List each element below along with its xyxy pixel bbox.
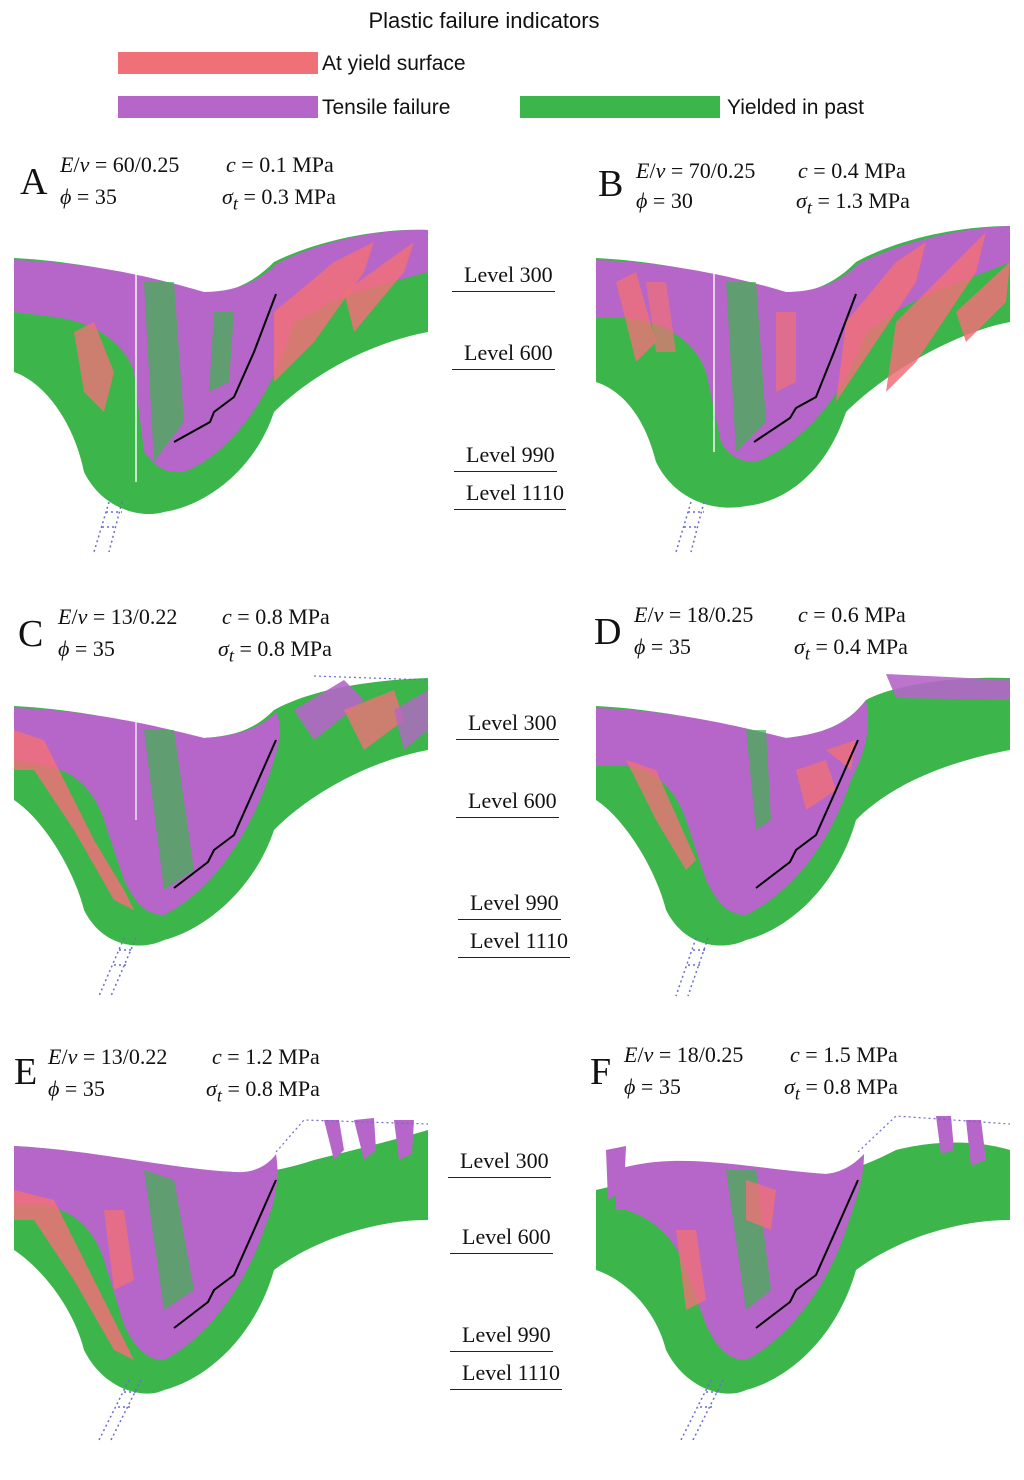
panel-a-friction: ϕ = 35: [60, 184, 117, 209]
panel-e-cohesion: c = 1.2 MPa: [212, 1044, 320, 1069]
panel-b-c: 0.4 MPa: [831, 158, 906, 183]
panel-b-tensile: σt = 1.3 MPa: [796, 188, 910, 218]
panel-d-sigma: 0.4 MPa: [833, 634, 908, 659]
panel-c-sigma: 0.8 MPa: [257, 636, 332, 661]
swatch-tensile-failure: [118, 96, 318, 118]
panel-c-pit-body: [14, 678, 428, 946]
panel-c-friction: ϕ = 35: [58, 636, 115, 661]
panel-c-fault-line: [173, 739, 277, 889]
panel-d-phi: 35: [668, 634, 691, 659]
panel-f-fault-line: [755, 1179, 859, 1329]
panel-letter-b: B: [598, 163, 624, 205]
panel-c-tensile: σt = 0.8 MPa: [218, 636, 332, 666]
row1-level-1110: Level 1110: [454, 480, 566, 510]
panel-a-dotted-shafts: [93, 501, 123, 553]
swatch-yield-surface: [118, 52, 318, 74]
panel-a-c: 0.1 MPa: [259, 152, 334, 177]
panel-c-modulus: E/ν = 13/0.22: [58, 604, 178, 629]
panel-d-e-nu: 18/0.25: [686, 602, 754, 627]
panel-b-e-nu: 70/0.25: [688, 158, 756, 183]
panel-b-pit-graphic: [596, 226, 1010, 553]
panel-d-modulus: E/ν = 18/0.25: [634, 602, 754, 627]
panel-letter-a: A: [20, 161, 48, 203]
panel-f-tensile: σt = 0.8 MPa: [784, 1074, 898, 1104]
row2-level-990: Level 990: [458, 890, 561, 920]
row3-level-300: Level 300: [448, 1148, 551, 1178]
panel-c-pit-graphic: [14, 675, 429, 997]
panel-a-modulus: E/ν = 60/0.25: [60, 152, 180, 177]
legend-label-yielded-in-past: Yielded in past: [727, 96, 864, 119]
row1-level-990: Level 990: [454, 442, 557, 472]
panel-e-friction: ϕ = 35: [48, 1076, 105, 1101]
panel-f-pit-body: [596, 1116, 1010, 1394]
panel-e-c: 1.2 MPa: [245, 1044, 320, 1069]
legend-label-tensile-failure: Tensile failure: [322, 96, 451, 119]
panel-b-pit-body: [596, 226, 1010, 508]
panel-f-phi: 35: [658, 1074, 681, 1099]
panel-f-cohesion: c = 1.5 MPa: [790, 1042, 898, 1067]
panel-letter-c: C: [18, 613, 44, 655]
panel-a-phi: 35: [94, 184, 117, 209]
panel-e-dotted-ridge: [275, 1119, 429, 1153]
panel-e-e-nu: 13/0.22: [100, 1044, 168, 1069]
panel-d-cohesion: c = 0.6 MPa: [798, 602, 906, 627]
panel-b-sigma: 1.3 MPa: [835, 188, 910, 213]
panel-c-e-nu: 13/0.22: [110, 604, 178, 629]
panel-d-dotted-shafts: [675, 937, 709, 997]
panel-b-dotted-shafts: [675, 501, 705, 553]
row2-level-300: Level 300: [456, 710, 559, 740]
panel-e-sigma: 0.8 MPa: [245, 1076, 320, 1101]
panel-d-tensile: σt = 0.4 MPa: [794, 634, 908, 664]
panel-d-fault-line: [755, 739, 859, 889]
row1-level-600: Level 600: [452, 340, 555, 370]
panel-f-c: 1.5 MPa: [823, 1042, 898, 1067]
legend-title: Plastic failure indicators: [368, 8, 600, 33]
panel-b-friction: ϕ = 30: [636, 188, 693, 213]
panel-f-e-nu: 18/0.25: [676, 1042, 744, 1067]
panel-f-sigma: 0.8 MPa: [823, 1074, 898, 1099]
row3-level-990: Level 990: [450, 1322, 553, 1352]
panel-f-modulus: E/ν = 18/0.25: [624, 1042, 744, 1067]
row3-level-600: Level 600: [450, 1224, 553, 1254]
panel-letter-e: E: [14, 1051, 38, 1093]
panel-c-dotted-ridge: [313, 675, 429, 681]
panel-e-phi: 35: [82, 1076, 105, 1101]
panel-e-modulus: E/ν = 13/0.22: [48, 1044, 168, 1069]
panel-b-fault-line: [753, 293, 857, 443]
panel-d-pit-body: [596, 674, 1010, 946]
panel-d-pit-graphic: [596, 674, 1010, 997]
row1-level-300: Level 300: [452, 262, 555, 292]
panel-a-sigma: 0.3 MPa: [261, 184, 336, 209]
panel-c-c: 0.8 MPa: [255, 604, 330, 629]
swatch-yielded-in-past: [520, 96, 720, 118]
panel-c-phi: 35: [92, 636, 115, 661]
panel-a-e-nu: 60/0.25: [112, 152, 180, 177]
panel-a-pit-body: [14, 229, 428, 514]
legend-label-yield-surface: At yield surface: [322, 52, 466, 75]
panel-letter-f: F: [590, 1051, 612, 1093]
panel-a-cohesion: c = 0.1 MPa: [226, 152, 334, 177]
panel-e-fault-line: [173, 1179, 277, 1329]
row3-level-1110: Level 1110: [450, 1360, 562, 1390]
panel-b-phi: 30: [670, 188, 693, 213]
panel-f-pit-graphic: [596, 1115, 1011, 1441]
panel-a-pit-graphic: [14, 229, 428, 553]
row2-level-600: Level 600: [456, 788, 559, 818]
panel-a-tensile: σt = 0.3 MPa: [222, 184, 336, 214]
panel-e-tensile: σt = 0.8 MPa: [206, 1076, 320, 1106]
panel-d-friction: ϕ = 35: [634, 634, 691, 659]
panel-a-fault-line: [173, 293, 277, 443]
panel-e-pit-graphic: [14, 1118, 429, 1441]
panel-b-modulus: E/ν = 70/0.25: [636, 158, 756, 183]
panel-d-c: 0.6 MPa: [831, 602, 906, 627]
panel-e-pit-body: [14, 1118, 428, 1394]
panel-b-cohesion: c = 0.4 MPa: [798, 158, 906, 183]
panel-c-dotted-shafts: [98, 937, 137, 997]
row2-level-1110: Level 1110: [458, 928, 570, 958]
panel-f-friction: ϕ = 35: [624, 1074, 681, 1099]
panel-c-cohesion: c = 0.8 MPa: [222, 604, 330, 629]
panel-letter-d: D: [594, 611, 622, 653]
